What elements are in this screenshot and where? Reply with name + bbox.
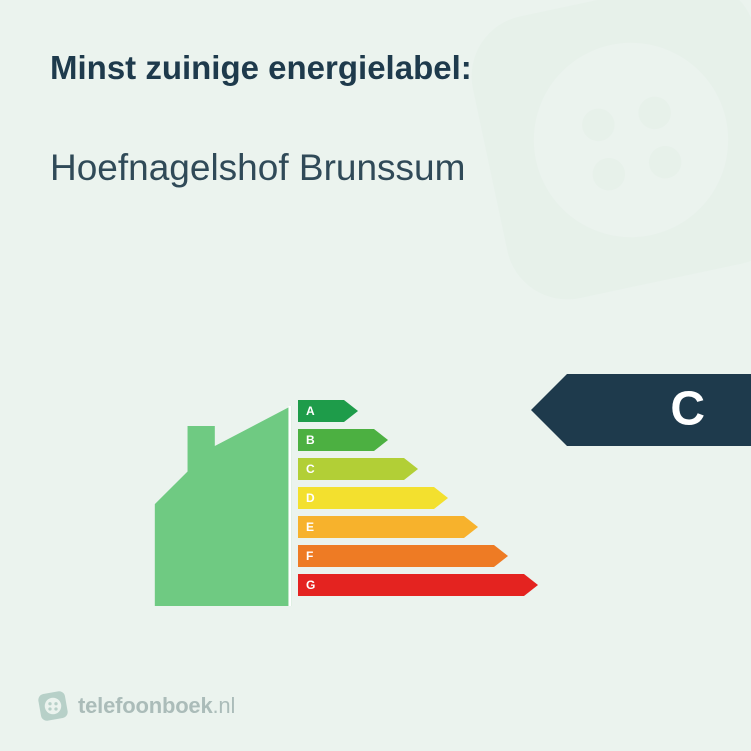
- energy-bar-label: C: [306, 462, 315, 476]
- energy-bars: A B C D E F G: [298, 400, 538, 603]
- energy-bar-label: B: [306, 433, 315, 447]
- energy-bar-label: F: [306, 549, 313, 563]
- selected-label-arrow: C: [531, 374, 751, 446]
- footer: telefoonboek.nl: [38, 691, 235, 721]
- selected-label-letter: C: [670, 381, 705, 436]
- energy-bar-label: G: [306, 578, 315, 592]
- footer-brand: telefoonboek.nl: [78, 693, 235, 719]
- energy-bar-d: D: [298, 487, 538, 509]
- energy-bar-c: C: [298, 458, 538, 480]
- energy-bar-f: F: [298, 545, 538, 567]
- energy-bar-a: A: [298, 400, 538, 422]
- footer-brand-bold: telefoonboek: [78, 693, 213, 718]
- watermark-icon: [418, 0, 751, 353]
- energy-bar-label: A: [306, 404, 315, 418]
- energy-bar-g: G: [298, 574, 538, 596]
- energy-bar-label: E: [306, 520, 314, 534]
- selected-arrow-shape: [531, 374, 751, 446]
- footer-logo-icon: [38, 691, 68, 721]
- energy-bar-e: E: [298, 516, 538, 538]
- energy-bar-label: D: [306, 491, 315, 505]
- house-icon: [148, 406, 298, 606]
- footer-brand-light: .nl: [213, 693, 236, 718]
- energy-label-card: Minst zuinige energielabel: Hoefnagelsho…: [0, 0, 751, 751]
- energy-bar-b: B: [298, 429, 538, 451]
